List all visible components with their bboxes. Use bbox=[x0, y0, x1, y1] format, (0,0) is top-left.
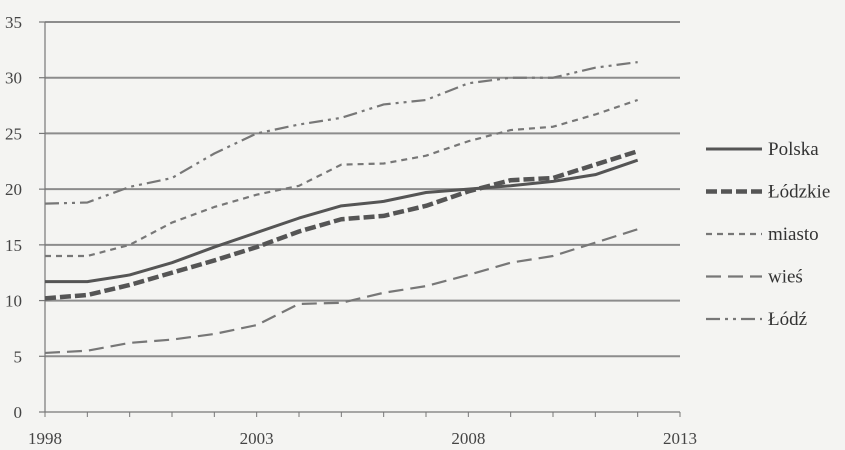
x-tick-label: 2013 bbox=[663, 429, 697, 448]
series-line-1 bbox=[45, 158, 639, 284]
series-lines bbox=[44, 61, 639, 355]
y-tick-label: 0 bbox=[14, 403, 23, 422]
y-tick-label: 30 bbox=[5, 69, 22, 88]
legend-label: Łódź bbox=[768, 309, 807, 330]
y-tick-label: 35 bbox=[5, 13, 22, 32]
axes: 0 5 10 15 20 25 30 35 1998 2003 2008 2013 bbox=[5, 13, 697, 448]
x-tick-label: 2003 bbox=[240, 429, 274, 448]
legend-label: miasto bbox=[768, 224, 819, 245]
x-tick-label: 1998 bbox=[28, 429, 62, 448]
y-tick-label: 10 bbox=[5, 292, 22, 311]
grid-lines bbox=[45, 21, 680, 358]
y-tick-label: 20 bbox=[5, 180, 22, 199]
legend: Polska Łódzkie miasto wieś Łódź bbox=[706, 139, 830, 330]
legend-label: wieś bbox=[768, 267, 803, 288]
series-line-2 bbox=[44, 149, 639, 301]
legend-label: Polska bbox=[768, 139, 819, 160]
series-line-3 bbox=[45, 98, 639, 258]
legend-label: Łódzkie bbox=[768, 182, 830, 203]
y-tick-label: 15 bbox=[5, 236, 22, 255]
series-line-4 bbox=[44, 228, 638, 355]
y-tick-label: 25 bbox=[5, 124, 22, 143]
x-tick-label: 2008 bbox=[451, 429, 485, 448]
y-tick-label: 5 bbox=[14, 347, 23, 366]
